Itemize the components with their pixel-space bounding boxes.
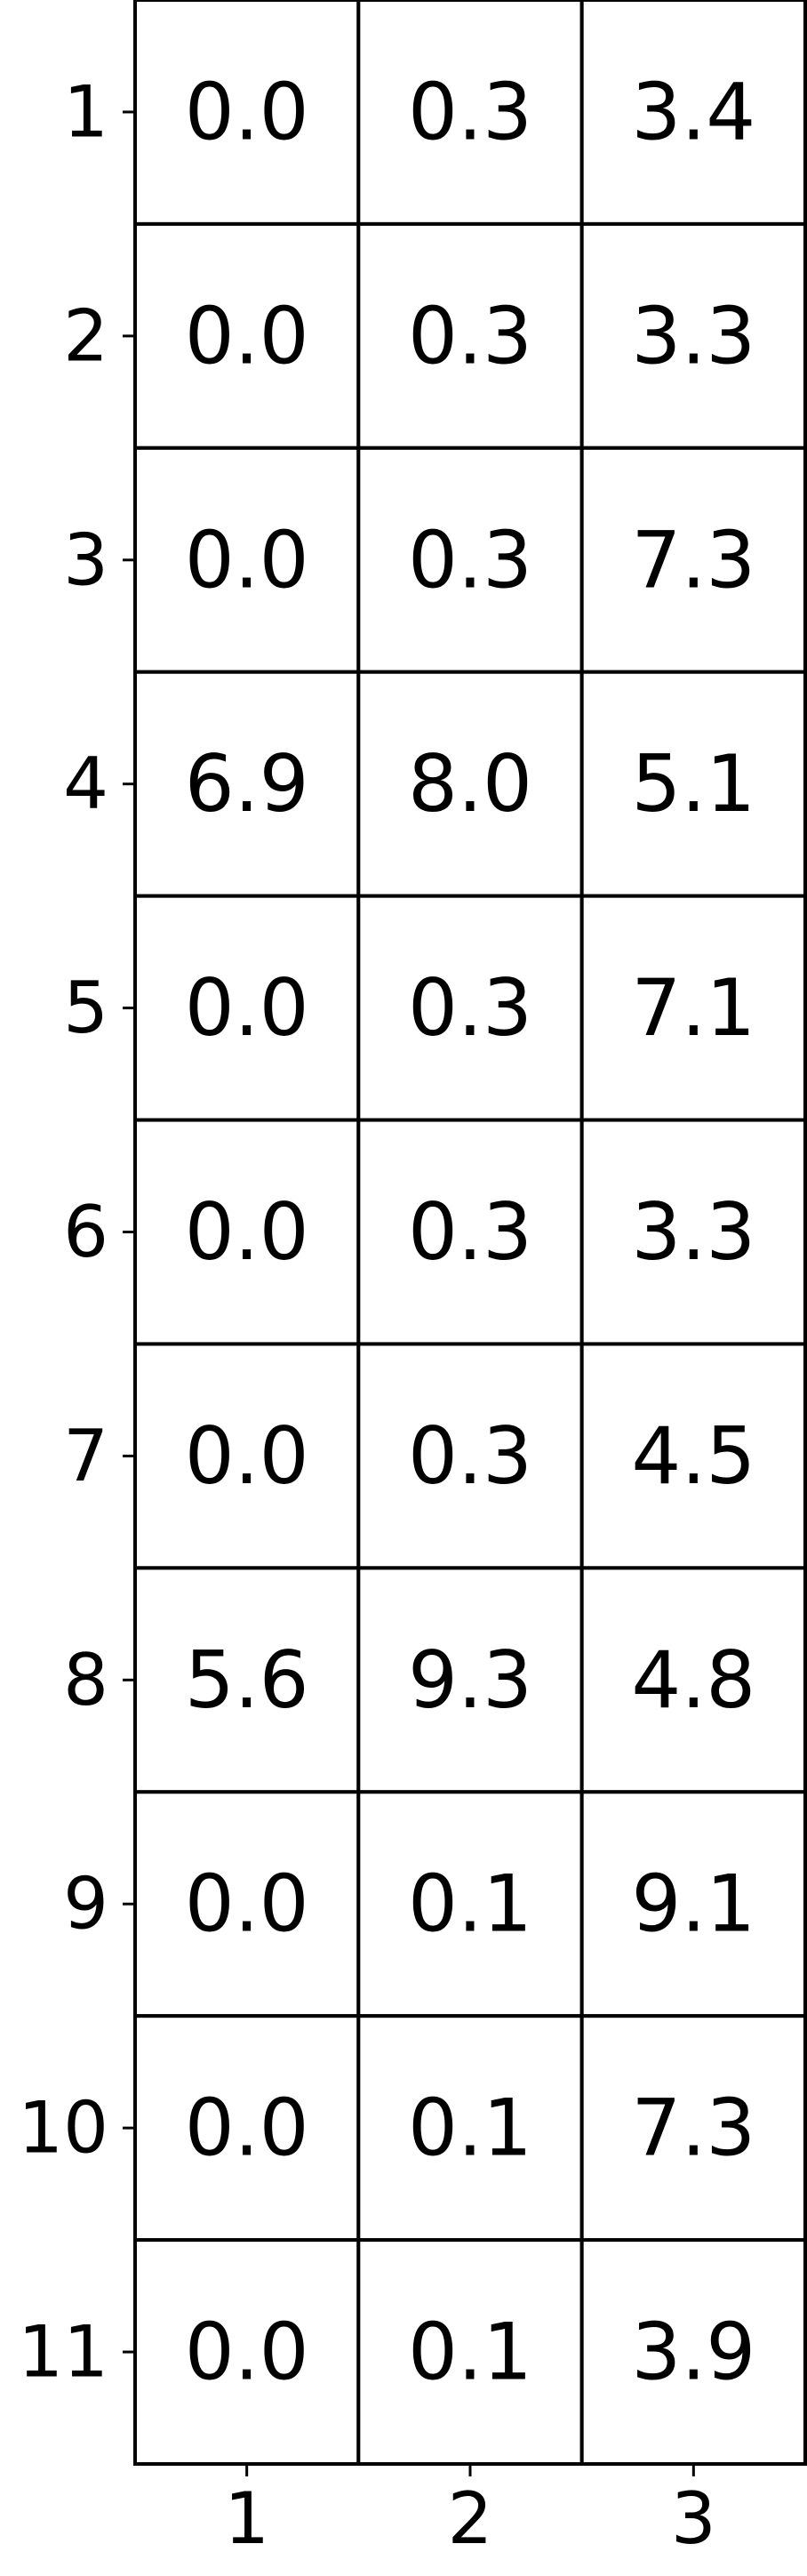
- table-cell: [133, 0, 361, 226]
- row-tick-label: 6: [63, 1191, 108, 1273]
- cell-value: 4.8: [631, 1634, 755, 1726]
- table-cell: [133, 1790, 361, 2018]
- cell-value: 0.0: [185, 2082, 309, 2174]
- table-cell: [579, 221, 807, 450]
- table-cell: [356, 2238, 584, 2466]
- row-tick-label: 10: [18, 2087, 108, 2170]
- cell-value: 0.3: [408, 962, 532, 1054]
- table-cell: [579, 1790, 807, 2018]
- row-tick-label: 1: [63, 70, 108, 153]
- cell-value: 0.1: [408, 2307, 532, 2398]
- cell-value: 3.3: [631, 290, 755, 381]
- cell-value: 0.3: [408, 66, 532, 157]
- column-tick-label: 1: [224, 2477, 269, 2560]
- row-tick-label: 5: [63, 967, 108, 1049]
- column-axis: 1 2 3: [224, 2464, 716, 2560]
- table-cell: [133, 894, 361, 1122]
- cell-value: 5.6: [185, 1634, 309, 1726]
- cell-value: 0.3: [408, 1410, 532, 1502]
- cell-value: 5.1: [631, 738, 755, 830]
- cell-value: 4.5: [631, 1410, 755, 1502]
- cell-value: 0.1: [408, 2082, 532, 2174]
- cell-value: 0.0: [185, 2307, 309, 2398]
- cell-value: 0.0: [185, 1858, 309, 1950]
- row-tick-label: 3: [63, 518, 108, 601]
- cell-value: 0.0: [185, 962, 309, 1054]
- table-cell: [579, 1342, 807, 1570]
- table-cell: [356, 0, 584, 226]
- cell-value: 0.3: [408, 290, 532, 381]
- cell-value: 0.3: [408, 514, 532, 606]
- cell-value: 0.0: [185, 290, 309, 381]
- cell-value: 0.0: [185, 66, 309, 157]
- row-tick-label: 7: [63, 1415, 108, 1497]
- table-cell: [133, 221, 361, 450]
- table-cell: [356, 2014, 584, 2243]
- row-tick-label: 9: [63, 1863, 108, 1946]
- row-tick-label: 11: [18, 2311, 108, 2394]
- cell-value: 0.1: [408, 1858, 532, 1950]
- column-tick-label: 2: [448, 2477, 493, 2560]
- row-tick-label: 4: [63, 742, 108, 825]
- table-cell: [133, 1342, 361, 1570]
- cell-value: 7.1: [631, 962, 755, 1054]
- cell-value: 9.3: [408, 1634, 532, 1726]
- table-cell: [133, 445, 361, 674]
- table-cell: [356, 894, 584, 1122]
- table-cell: [579, 894, 807, 1122]
- table-cell: [579, 670, 807, 898]
- row-tick-label: 8: [63, 1639, 108, 1721]
- table-cell: [356, 1566, 584, 1794]
- cell-value: 0.3: [408, 1186, 532, 1278]
- table-cell: [356, 221, 584, 450]
- table-cell: [579, 0, 807, 226]
- cell-value: 7.3: [631, 514, 755, 606]
- table-cell: [579, 2014, 807, 2243]
- table-cell: [133, 670, 361, 898]
- row-axis: 1 2 3 4 5 6 7 8 9 10 11: [18, 70, 135, 2394]
- row-tick-label: 2: [63, 294, 108, 377]
- cell-value: 8.0: [408, 738, 532, 830]
- table-cells: 0.0 0.3 3.4 0.0 0.3 3.3 0.0 0.3 7.3 6.9 8.0 5.1 0.0 0…: [133, 0, 807, 2466]
- cell-value: 9.1: [631, 1858, 755, 1950]
- column-tick-label: 3: [671, 2477, 716, 2560]
- cell-value: 0.0: [185, 514, 309, 606]
- cell-value: 3.9: [631, 2307, 755, 2398]
- cell-value: 0.0: [185, 1410, 309, 1502]
- cell-value: 7.3: [631, 2082, 755, 2174]
- cell-value: 3.4: [631, 66, 755, 157]
- cell-value: 6.9: [185, 738, 309, 830]
- cell-value: 3.3: [631, 1186, 755, 1278]
- table-cell: [356, 1342, 584, 1570]
- cell-value: 0.0: [185, 1186, 309, 1278]
